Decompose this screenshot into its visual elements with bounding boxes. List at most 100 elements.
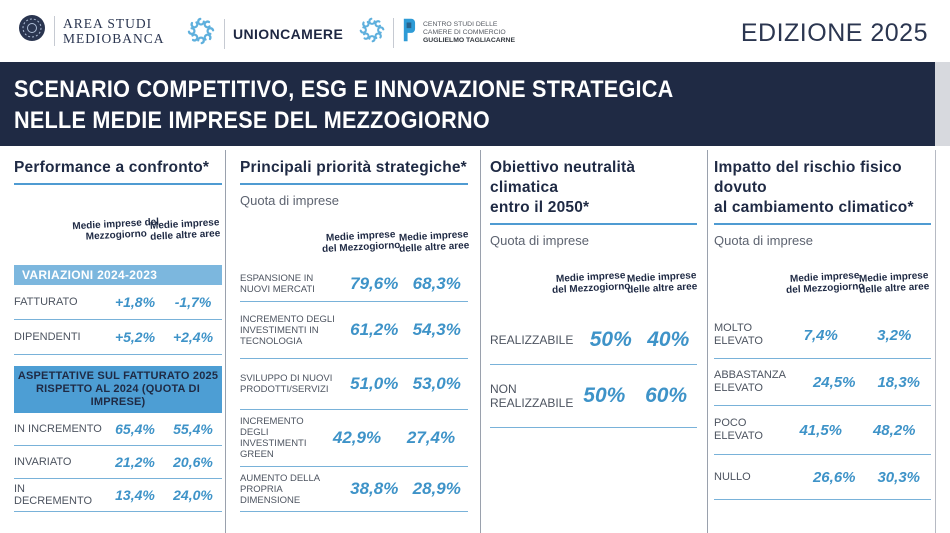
row-label: INVARIATO xyxy=(14,456,72,468)
value-altre-aree: -1,7% xyxy=(174,294,212,310)
row-label: SVILUPPO DI NUOVI PRODOTTI/SERVIZI xyxy=(240,373,333,395)
value-mezzogiorno: 61,2% xyxy=(350,320,399,339)
group-header-altre-aree: Medie imprese delle altre aree xyxy=(149,217,221,243)
value-mezzogiorno: 51,0% xyxy=(350,374,399,393)
logo-mediobanca: AREA STUDI MEDIOBANCA xyxy=(18,14,165,47)
section-title: Performance a confronto* xyxy=(14,159,210,176)
value-mezzogiorno: +5,2% xyxy=(114,329,156,345)
section-title: Obiettivo neutralità climatica entro il … xyxy=(490,158,697,218)
section-title-line2: al cambiamento climatico* xyxy=(714,199,914,216)
group-header-altre-aree: Medie imprese delle altre aree xyxy=(626,270,698,296)
table-row: INVARIATO 21,2% 20,6% xyxy=(14,446,222,479)
logo-divider xyxy=(54,15,55,46)
value-altre-aree: 55,4% xyxy=(173,421,213,437)
section-subtitle: Quota di imprese xyxy=(240,193,339,208)
table-row: FATTURATO +1,8% -1,7% xyxy=(14,285,222,320)
column-group-headers: Medie imprese del Mezzogiorno Medie impr… xyxy=(240,229,470,267)
section-performance: Performance a confronto* Medie imprese d… xyxy=(14,158,222,512)
column-group-headers: Medie imprese del Mezzogiorno Medie impr… xyxy=(14,217,222,255)
mediobanca-line1: AREA STUDI xyxy=(63,15,153,31)
row-label: INCREMENTO DEGLI INVESTIMENTI GREEN xyxy=(240,416,307,460)
value-altre-aree: 30,3% xyxy=(877,468,921,486)
value-altre-aree: +2,4% xyxy=(172,329,214,345)
row-label: DIPENDENTI xyxy=(14,331,81,343)
table-row: MOLTO ELEVATO 7,4% 3,2% xyxy=(714,312,931,359)
table-row: POCO ELEVATO 41,5% 48,2% xyxy=(714,406,931,455)
value-mezzogiorno: 79,6% xyxy=(350,274,399,293)
logo-divider xyxy=(393,17,394,48)
section-risk: Impatto del rischio fisico dovuto al cam… xyxy=(714,158,931,500)
group-header-altre-aree: Medie imprese delle altre aree xyxy=(398,229,470,255)
tagliacarne-line1: CENTRO STUDI DELLE xyxy=(423,20,498,28)
value-altre-aree: 68,3% xyxy=(412,274,461,293)
title-bar-right-strip xyxy=(935,62,950,146)
value-mezzogiorno: 24,5% xyxy=(812,373,856,391)
value-mezzogiorno: 7,4% xyxy=(803,326,838,344)
unioncamere-wordmark: UNIONCAMERE xyxy=(233,25,344,42)
banner-aspettative-line1: ASPETTATIVE SUL FATTURATO 2025 xyxy=(17,370,219,382)
tagliacarne-curl-icon xyxy=(358,16,386,49)
tagliacarne-line2: CAMERE DI COMMERCIO xyxy=(423,28,506,36)
value-mezzogiorno: 26,6% xyxy=(812,468,856,486)
tagliacarne-mark-icon xyxy=(401,17,416,48)
title-underline xyxy=(240,183,468,185)
section-title: Principali priorità strategiche* xyxy=(240,159,467,176)
row-label: MOLTO ELEVATO xyxy=(714,322,763,347)
banner-aspettative: ASPETTATIVE SUL FATTURATO 2025 RISPETTO … xyxy=(14,366,222,413)
title-bar: SCENARIO COMPETITIVO, ESG E INNOVAZIONE … xyxy=(0,62,935,146)
section-climate: Obiettivo neutralità climatica entro il … xyxy=(490,158,698,428)
section-title-line2: entro il 2050* xyxy=(490,199,590,216)
table-row: IN DECREMENTO 13,4% 24,0% xyxy=(14,479,222,512)
row-label: NON REALIZZABILE xyxy=(490,382,574,410)
value-mezzogiorno: 42,9% xyxy=(332,428,382,447)
value-mezzogiorno: 65,4% xyxy=(115,421,155,437)
slide-title-line1: SCENARIO COMPETITIVO, ESG E INNOVAZIONE … xyxy=(14,76,674,103)
table-row: INCREMENTO DEGLI INVESTIMENTI IN TECNOLO… xyxy=(240,302,468,359)
section-title-line1: Impatto del rischio fisico dovuto xyxy=(714,159,902,196)
table-row: DIPENDENTI +5,2% +2,4% xyxy=(14,320,222,355)
banner-aspettative-line2: RISPETTO AL 2024 (QUOTA DI IMPRESE) xyxy=(36,383,200,408)
title-underline xyxy=(14,183,222,185)
value-altre-aree: 60% xyxy=(645,384,688,407)
slide-title-line2: NELLE MEDIE IMPRESE DEL MEZZOGIORNO xyxy=(14,107,490,134)
value-mezzogiorno: 21,2% xyxy=(115,454,155,470)
row-label: FATTURATO xyxy=(14,296,78,308)
value-mezzogiorno: 13,4% xyxy=(115,487,155,503)
value-altre-aree: 28,9% xyxy=(412,479,461,498)
mediobanca-emblem-icon xyxy=(18,14,46,47)
table-row: SVILUPPO DI NUOVI PRODOTTI/SERVIZI 51,0%… xyxy=(240,359,468,410)
value-mezzogiorno: 41,5% xyxy=(799,421,843,439)
row-label: INCREMENTO DEGLI INVESTIMENTI IN TECNOLO… xyxy=(240,313,335,347)
table-row: ESPANSIONE IN NUOVI MERCATI 79,6% 68,3% xyxy=(240,267,468,302)
value-altre-aree: 24,0% xyxy=(173,487,213,503)
title-underline xyxy=(490,223,697,225)
unioncamere-curl-icon xyxy=(186,16,216,51)
value-altre-aree: 54,3% xyxy=(412,320,461,339)
column-divider xyxy=(225,150,226,533)
value-mezzogiorno: 38,8% xyxy=(350,479,399,498)
column-group-headers: Medie imprese del Mezzogiorno Medie impr… xyxy=(490,270,698,308)
row-label: ESPANSIONE IN NUOVI MERCATI xyxy=(240,273,315,295)
row-label: IN DECREMENTO xyxy=(14,483,93,507)
table-row: AUMENTO DELLA PROPRIA DIMENSIONE 38,8% 2… xyxy=(240,467,468,512)
row-label: POCO ELEVATO xyxy=(714,417,763,442)
table-row: NON REALIZZABILE 50% 60% xyxy=(490,365,697,428)
title-underline xyxy=(714,223,931,225)
table-row: REALIZZABILE 50% 40% xyxy=(490,316,697,365)
value-mezzogiorno: 50% xyxy=(583,384,626,407)
tagliacarne-line3: GUGLIELMO TAGLIACARNE xyxy=(423,36,516,44)
value-altre-aree: 18,3% xyxy=(877,373,921,391)
group-header-altre-aree: Medie imprese delle altre aree xyxy=(858,270,930,296)
mediobanca-wordmark: AREA STUDI MEDIOBANCA xyxy=(63,16,165,46)
column-group-headers: Medie imprese del Mezzogiorno Medie impr… xyxy=(714,270,931,308)
value-altre-aree: 40% xyxy=(647,328,690,351)
logo-unioncamere: UNIONCAMERE xyxy=(186,16,343,51)
row-label: NULLO xyxy=(714,470,751,483)
table-row: IN INCREMENTO 65,4% 55,4% xyxy=(14,413,222,446)
section-subtitle: Quota di imprese xyxy=(714,233,813,248)
value-altre-aree: 3,2% xyxy=(877,326,912,344)
section-title-line1: Obiettivo neutralità climatica xyxy=(490,159,636,196)
header: AREA STUDI MEDIOBANCA UNIONCAMERE xyxy=(0,0,950,62)
value-altre-aree: 53,0% xyxy=(412,374,461,393)
